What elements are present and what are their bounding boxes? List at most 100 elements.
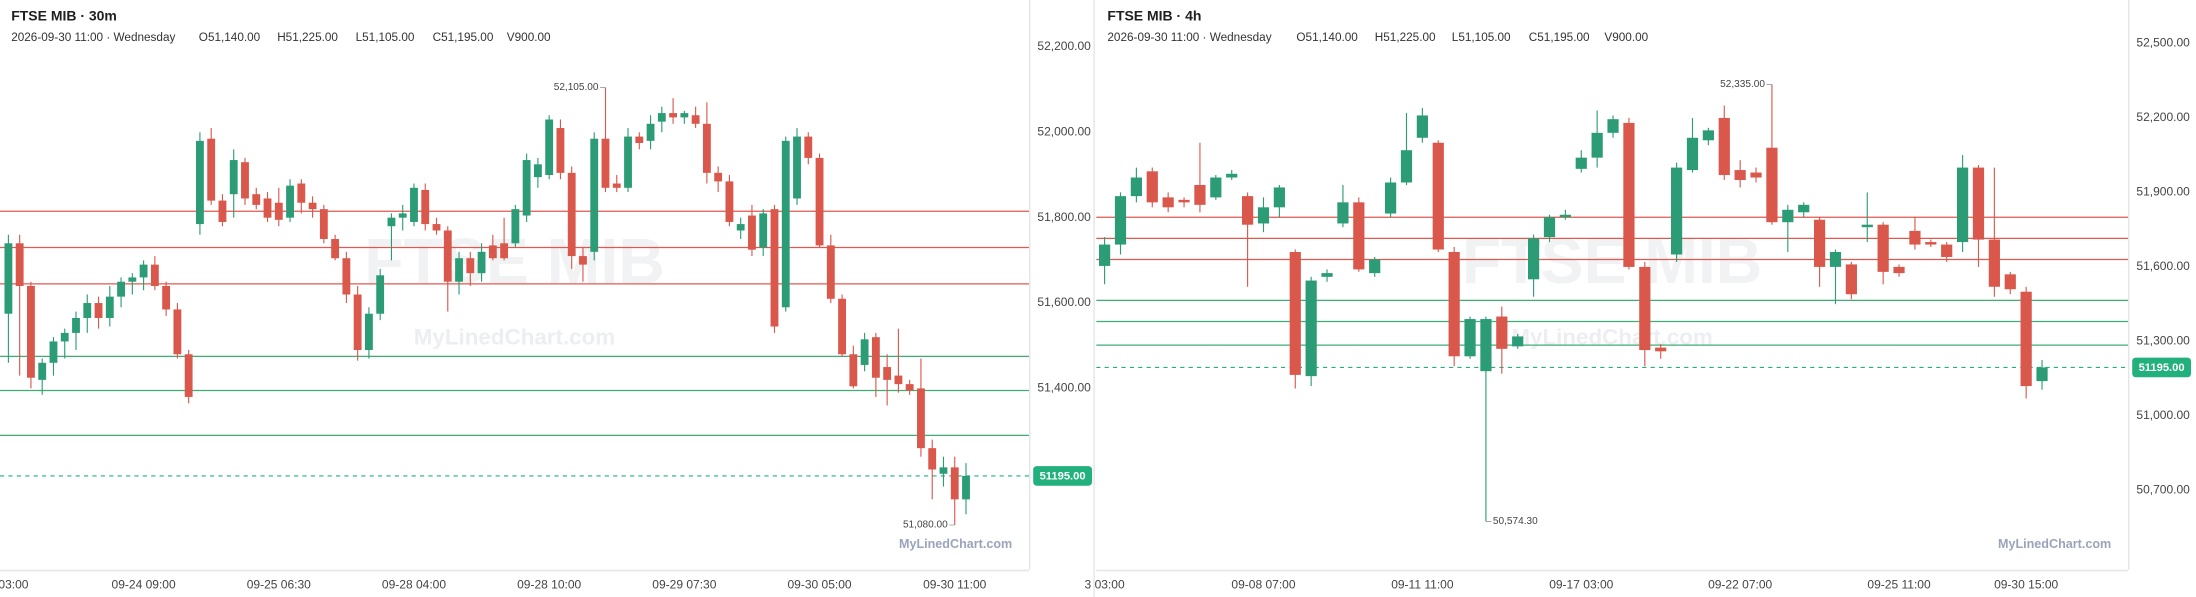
candle-body [1321, 273, 1333, 277]
candle-body [635, 136, 644, 143]
ohlcv-value: H51,225.00 [1375, 31, 1436, 44]
candle-body [917, 388, 925, 449]
candle-body [1480, 319, 1492, 372]
last-price-box [2132, 357, 2191, 378]
ohlcv-value: O51,140.00 [199, 31, 261, 44]
candle-body [1369, 259, 1381, 274]
candle-body [1099, 244, 1111, 266]
candle-body [196, 140, 204, 225]
brand: MyLinedChart.com [899, 537, 1012, 551]
ohlcv-value: L51,105.00 [1452, 31, 1511, 44]
y-tick-label: 52,500.00 [2136, 36, 2190, 50]
candle-body [1829, 252, 1842, 267]
ohlcv-value: C51,195.00 [433, 31, 494, 44]
candle-body [229, 160, 238, 195]
candle-body [860, 339, 869, 365]
date-line: 2026-09-30 11:00 · Wednesday [11, 31, 175, 44]
candle-body [488, 245, 497, 259]
candle-body [477, 251, 486, 274]
candle-body [1623, 122, 1635, 267]
ohlcv-value: O51,140.00 [1296, 31, 1358, 44]
candle-body [939, 467, 948, 474]
candle-body [1670, 167, 1683, 255]
candle-body [1607, 119, 1619, 133]
candle-body [455, 258, 463, 282]
candle-body [1273, 187, 1285, 208]
candle-body [1178, 199, 1190, 203]
ohlcv-value: C51,195.00 [1529, 31, 1590, 44]
candle-body [1257, 207, 1270, 224]
candle-body [1941, 244, 1953, 257]
candle-body [1877, 224, 1889, 272]
candle-body [612, 183, 621, 188]
candle-body [1988, 239, 2000, 287]
candle-body [579, 256, 587, 265]
ohlcv-value: V900.00 [1604, 31, 1648, 44]
last-price-box [1033, 466, 1093, 486]
candle-body [421, 189, 430, 225]
high-annotation: 52,105.00 [554, 82, 599, 93]
candle-body [1956, 167, 1969, 243]
candle-body [1464, 319, 1476, 357]
candle-body [1909, 230, 1921, 245]
brand: MyLinedChart.com [1998, 537, 2111, 551]
candle-body [398, 213, 407, 218]
candle-body [466, 258, 475, 274]
candle-body [15, 243, 24, 286]
candle-body [1845, 264, 1857, 295]
candle-body [38, 362, 47, 380]
candle-body [1686, 137, 1699, 171]
candle-body [1210, 177, 1222, 198]
candle-body [1925, 242, 1937, 245]
last-price-label: 51195.00 [2139, 362, 2185, 374]
candle-body [207, 138, 216, 201]
date-line: 2026-09-30 11:00 · Wednesday [1107, 31, 1271, 44]
candle-body [522, 160, 531, 216]
candle-body [545, 119, 554, 175]
candle-body [1146, 171, 1158, 203]
candle-body [1766, 147, 1778, 223]
candle-body [252, 194, 261, 205]
candle-body [646, 123, 655, 141]
candle-body [725, 181, 734, 222]
candle-body [331, 239, 340, 259]
candle-body [1226, 173, 1238, 178]
candle-body [1543, 217, 1556, 238]
candle-body [838, 298, 846, 355]
candle-body [297, 183, 306, 203]
candle-body [128, 277, 137, 282]
candle-body [950, 467, 959, 500]
ohlcv-value: L51,105.00 [356, 31, 415, 44]
y-tick-label: 52,000.00 [1037, 124, 1091, 138]
y-tick-label: 51,400.00 [1037, 381, 1091, 395]
ohlcv-value: H51,225.00 [277, 31, 338, 44]
y-tick-label: 51,600.00 [2136, 259, 2190, 273]
candle-body [894, 375, 903, 385]
candle-body [353, 294, 362, 350]
candle-body [1496, 316, 1508, 349]
high-annotation: 52,335.00 [1720, 79, 1765, 90]
candle-body [1416, 115, 1428, 138]
x-tick-label: 09-17 03:00 [1549, 577, 1613, 591]
candle-body [511, 209, 520, 244]
candle-body [556, 128, 565, 173]
candle-body [1241, 196, 1254, 225]
x-tick-label: 09-11 11:00 [1391, 577, 1454, 591]
candle-body [376, 275, 385, 314]
candle-body [533, 164, 542, 178]
candle-body [105, 296, 114, 318]
candle-body [387, 217, 396, 227]
candle-body [1353, 202, 1365, 270]
candle-body [500, 243, 509, 259]
candle-body [669, 113, 678, 118]
candle-body [1893, 266, 1905, 274]
candle-body [2004, 274, 2016, 290]
candle-body [1655, 347, 1667, 352]
candle-body [849, 354, 858, 387]
x-tick-label: 09-24 09:00 [112, 577, 176, 591]
candle-body [162, 285, 171, 310]
y-tick-label: 51,600.00 [1037, 295, 1091, 309]
candle-body [826, 245, 835, 299]
